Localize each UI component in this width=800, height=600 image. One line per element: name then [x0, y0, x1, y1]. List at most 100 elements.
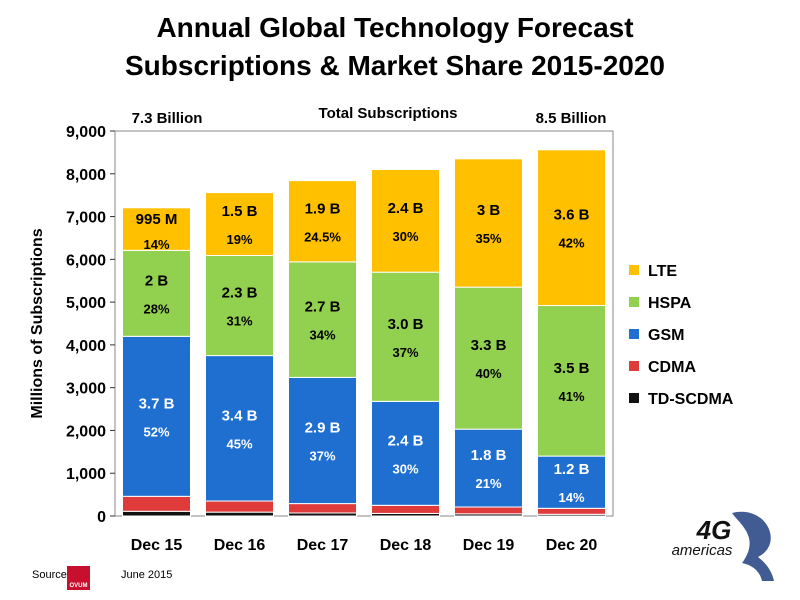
share-label-lte: 30% [392, 229, 418, 244]
bar-segment-gsm [205, 355, 274, 502]
legend-label-hspa: HSPA [648, 295, 692, 312]
legend-label-gsm: GSM [648, 327, 684, 344]
source-date: June 2015 [121, 569, 173, 581]
data-label-hspa: 3.0 B [388, 316, 424, 333]
share-label-lte: 42% [558, 236, 584, 251]
annotation-start-total: 7.3 Billion [132, 110, 203, 127]
bar-segment-td-scdma [122, 510, 191, 517]
x-tick-label: Dec 20 [546, 537, 598, 554]
source-label: Source: [32, 569, 70, 581]
share-label-hspa: 31% [226, 314, 252, 329]
y-tick-label: 1,000 [66, 466, 106, 483]
bar-segment-cdma [205, 500, 274, 513]
share-label-hspa: 40% [475, 366, 501, 381]
y-tick-label: 6,000 [66, 252, 106, 269]
bar-segment-cdma [122, 495, 191, 512]
share-label-gsm: 21% [475, 476, 501, 491]
data-label-lte: 2.4 B [388, 200, 424, 217]
share-label-hspa: 41% [558, 389, 584, 404]
data-label-lte: 995 M [136, 211, 178, 228]
x-tick-label: Dec 19 [463, 537, 515, 554]
americas-map-icon [732, 511, 774, 581]
bar-segment-gsm [288, 376, 357, 505]
share-label-lte: 35% [475, 231, 501, 246]
y-tick-label: 0 [97, 509, 106, 526]
y-tick-label: 4,000 [66, 338, 106, 355]
bar-segment-hspa [454, 286, 523, 430]
bar-segment-hspa [371, 271, 440, 402]
bar-segment-gsm [537, 455, 606, 509]
plot-area-frame [114, 130, 614, 517]
bar-segment-lte [122, 207, 191, 251]
data-label-gsm: 1.2 B [554, 461, 590, 478]
legend-label-lte: LTE [648, 263, 677, 280]
legend-label-td-scdma: TD-SCDMA [648, 391, 734, 408]
y-tick-label: 3,000 [66, 381, 106, 398]
4g-americas-logo: 4G americas [672, 511, 774, 581]
bar-segment-lte [454, 158, 523, 288]
y-tick-label: 5,000 [66, 295, 106, 312]
ovum-logo: OVUM [67, 566, 90, 590]
x-tick-label: Dec 17 [297, 537, 349, 554]
share-label-gsm: 14% [558, 490, 584, 505]
x-tick-label: Dec 15 [131, 537, 183, 554]
data-label-gsm: 3.4 B [222, 407, 258, 424]
bar-segment-lte [537, 149, 606, 307]
share-label-gsm: 45% [226, 436, 252, 451]
bar-segment-cdma [537, 507, 606, 515]
bar-segment-gsm [454, 428, 523, 508]
share-label-gsm: 52% [143, 424, 169, 439]
share-label-lte: 14% [143, 237, 169, 252]
y-tick-label: 2,000 [66, 423, 106, 440]
data-label-lte: 3 B [477, 202, 501, 219]
data-label-hspa: 2 B [145, 272, 169, 289]
annotation-end-total: 8.5 Billion [536, 110, 607, 127]
data-label-gsm: 2.9 B [305, 419, 341, 436]
share-label-gsm: 30% [392, 461, 418, 476]
data-label-hspa: 2.3 B [222, 285, 258, 302]
data-label-lte: 1.5 B [222, 203, 258, 220]
y-axis-label: Millions of Subscriptions [29, 228, 46, 418]
share-label-hspa: 37% [392, 345, 418, 360]
bar-segment-gsm [371, 400, 440, 506]
data-label-lte: 1.9 B [305, 200, 341, 217]
legend-swatch-lte [629, 265, 639, 275]
data-label-hspa: 2.7 B [305, 299, 341, 316]
data-label-gsm: 1.8 B [471, 447, 507, 464]
logo-4g-text: 4G [696, 515, 732, 545]
bar-segment-hspa [122, 249, 191, 337]
bar-segment-hspa [288, 261, 357, 378]
bar-segment-hspa [205, 254, 274, 357]
logo-americas-text: americas [672, 542, 733, 559]
bar-segment-lte [205, 192, 274, 256]
x-tick-label: Dec 16 [214, 537, 266, 554]
y-tick-label: 9,000 [66, 124, 106, 141]
bar-segment-cdma [288, 503, 357, 514]
bar-segment-cdma [371, 504, 440, 514]
bar-segment-hspa [537, 305, 606, 457]
legend-swatch-cdma [629, 361, 639, 371]
data-label-gsm: 2.4 B [388, 432, 424, 449]
y-tick-label: 8,000 [66, 167, 106, 184]
bar-segment-td-scdma [205, 511, 274, 517]
share-label-gsm: 37% [309, 448, 335, 463]
legend-label-cdma: CDMA [648, 359, 696, 376]
data-label-hspa: 3.3 B [471, 337, 507, 354]
ovum-logo-text: OVUM [69, 583, 88, 589]
share-label-lte: 24.5% [304, 229, 341, 244]
bar-segment-gsm [122, 335, 191, 497]
bar-segment-lte [371, 169, 440, 273]
data-label-lte: 3.6 B [554, 207, 590, 224]
x-tick-label: Dec 18 [380, 537, 432, 554]
legend-swatch-td-scdma [629, 393, 639, 403]
legend-swatch-hspa [629, 297, 639, 307]
bar-segment-lte [288, 180, 357, 263]
y-tick-label: 7,000 [66, 210, 106, 227]
share-label-hspa: 28% [143, 301, 169, 316]
legend-swatch-gsm [629, 329, 639, 339]
chart-title-line1: Annual Global Technology Forecast [156, 12, 634, 43]
data-label-gsm: 3.7 B [139, 395, 175, 412]
data-label-hspa: 3.5 B [554, 360, 590, 377]
